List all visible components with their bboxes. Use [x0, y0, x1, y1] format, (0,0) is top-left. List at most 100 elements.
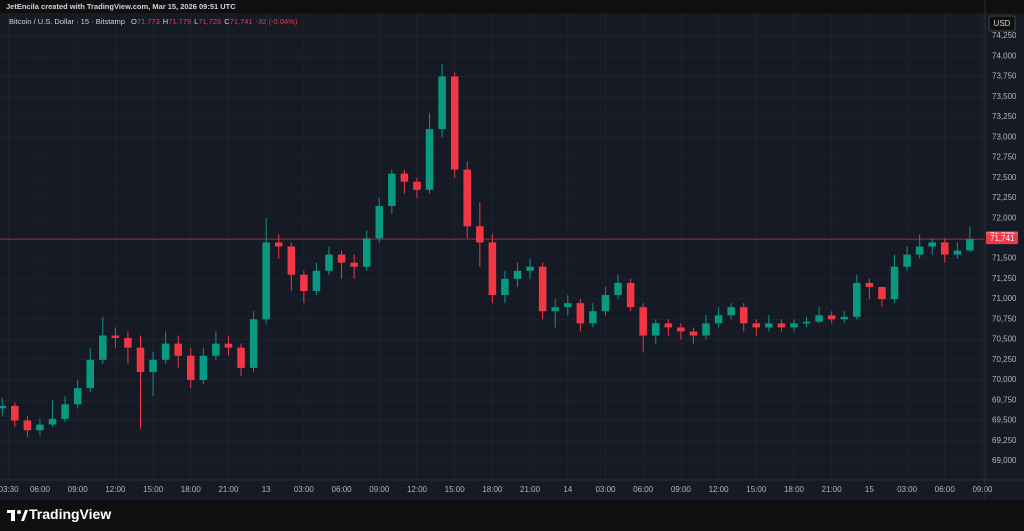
candle-body [651, 323, 660, 336]
candle-body [865, 282, 874, 287]
candles [0, 64, 985, 437]
candle-body [425, 129, 434, 190]
attribution-bar [0, 0, 1024, 13]
brand: TradingView [29, 506, 111, 522]
y-tick-label: 69,000 [992, 456, 1017, 465]
candle-body [362, 238, 371, 267]
candle-body [739, 307, 748, 324]
candle-body [0, 405, 7, 409]
price-tag-label: 71,741 [990, 234, 1015, 243]
x-tick-label: 06:00 [935, 485, 956, 494]
candle-body [450, 76, 459, 170]
y-tick-label: 72,250 [992, 193, 1017, 202]
candle-body [488, 242, 497, 296]
brand-logo [7, 510, 28, 521]
candle-body [48, 418, 57, 425]
candle-body [476, 226, 484, 243]
x-tick-label: 03:00 [294, 485, 315, 494]
y-tick-label: 69,750 [992, 395, 1017, 404]
candle-body [890, 266, 899, 300]
candle-body [136, 347, 145, 372]
candle-body [903, 254, 911, 267]
candle-body [564, 303, 572, 308]
candle-body [727, 307, 735, 316]
candle-body [802, 321, 811, 324]
ohlc-key: L [194, 17, 198, 26]
ohlc-value: 71,779 [168, 17, 191, 26]
ohlc-value: 71,726 [198, 17, 221, 26]
candle-body [677, 327, 685, 332]
attribution: JetEncila created with TradingView.com, … [6, 2, 236, 11]
candle-body [400, 173, 409, 182]
y-tick-label: 71,000 [992, 294, 1017, 303]
x-tick-label: 18:00 [181, 485, 202, 494]
candle-body [287, 246, 296, 275]
y-tick-label: 70,750 [992, 314, 1017, 323]
y-tick-label: 69,250 [992, 436, 1017, 445]
candle-body [124, 337, 132, 348]
candle-body [664, 323, 673, 328]
candle-body [199, 355, 208, 381]
y-tick-label: 73,750 [992, 72, 1017, 81]
x-tick-label: 06:00 [332, 485, 353, 494]
footer [0, 500, 1024, 531]
candle-body [878, 286, 886, 300]
currency[interactable]: USD [994, 19, 1011, 28]
x-tick-label: 21:00 [520, 485, 541, 494]
x-tick-label: 09:00 [369, 485, 390, 494]
candle-body [513, 270, 522, 279]
candle-body [161, 343, 170, 360]
candle-body [375, 206, 384, 239]
candle-body [174, 343, 182, 356]
y-tick-label: 73,500 [992, 92, 1017, 101]
ohlc-key: C [224, 17, 230, 26]
candle-body [702, 323, 710, 336]
candle-body [350, 262, 358, 267]
logo-part [11, 510, 15, 521]
candle-body [576, 303, 585, 324]
candle-body [765, 323, 773, 328]
candle-body [941, 242, 949, 255]
candle-body [73, 388, 82, 405]
logo-part [17, 510, 21, 514]
candle-body [626, 282, 635, 308]
x-tick-label: 12:00 [105, 485, 126, 494]
currency-box[interactable] [988, 15, 1016, 32]
candle-body [149, 359, 157, 372]
candle-body [61, 404, 69, 419]
candle-body [714, 315, 723, 324]
candle-body [601, 295, 610, 312]
y-tick-label: 73,000 [992, 132, 1017, 141]
candle-body [915, 246, 924, 255]
x-tick-label: 15:00 [445, 485, 466, 494]
candle-body [928, 242, 936, 247]
candle-body [953, 250, 962, 255]
x-tick-label: 18:00 [784, 485, 805, 494]
candle-body [312, 270, 321, 291]
x-tick-label: 03:00 [897, 485, 918, 494]
y-tick-label: 70,500 [992, 335, 1017, 344]
candle-body [36, 424, 44, 431]
symbol: Bitcoin / U.S. Dollar · 15 · Bitstamp [9, 17, 125, 26]
x-tick-label: 09:00 [972, 485, 993, 494]
x-tick-label: 14 [563, 485, 572, 494]
candle-body [11, 405, 19, 421]
candle-body [325, 254, 333, 271]
candle-body [337, 254, 346, 263]
x-tick-label: 15 [865, 485, 874, 494]
ohlc-key: O [131, 17, 137, 26]
candle-body [111, 335, 120, 338]
candle-body [501, 278, 509, 296]
candle-body [99, 335, 107, 360]
x-tick-label: 09:00 [68, 485, 89, 494]
candle-body [262, 242, 270, 320]
x-tick-label: 03:30 [0, 485, 19, 494]
candle-body [237, 347, 245, 368]
candle-body [300, 274, 308, 291]
candle-body [840, 316, 849, 320]
y-tick-label: 72,750 [992, 153, 1017, 162]
x-tick-label: 12:00 [407, 485, 428, 494]
y-tick-label: 72,500 [992, 173, 1017, 182]
